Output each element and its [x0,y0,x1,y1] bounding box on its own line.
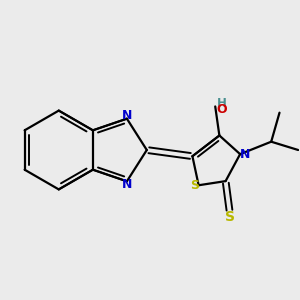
Text: N: N [240,148,250,160]
Text: N: N [122,178,132,191]
Text: H: H [217,97,226,110]
Text: O: O [216,103,227,116]
Text: S: S [225,210,235,224]
Text: S: S [190,179,199,192]
Text: N: N [122,109,132,122]
